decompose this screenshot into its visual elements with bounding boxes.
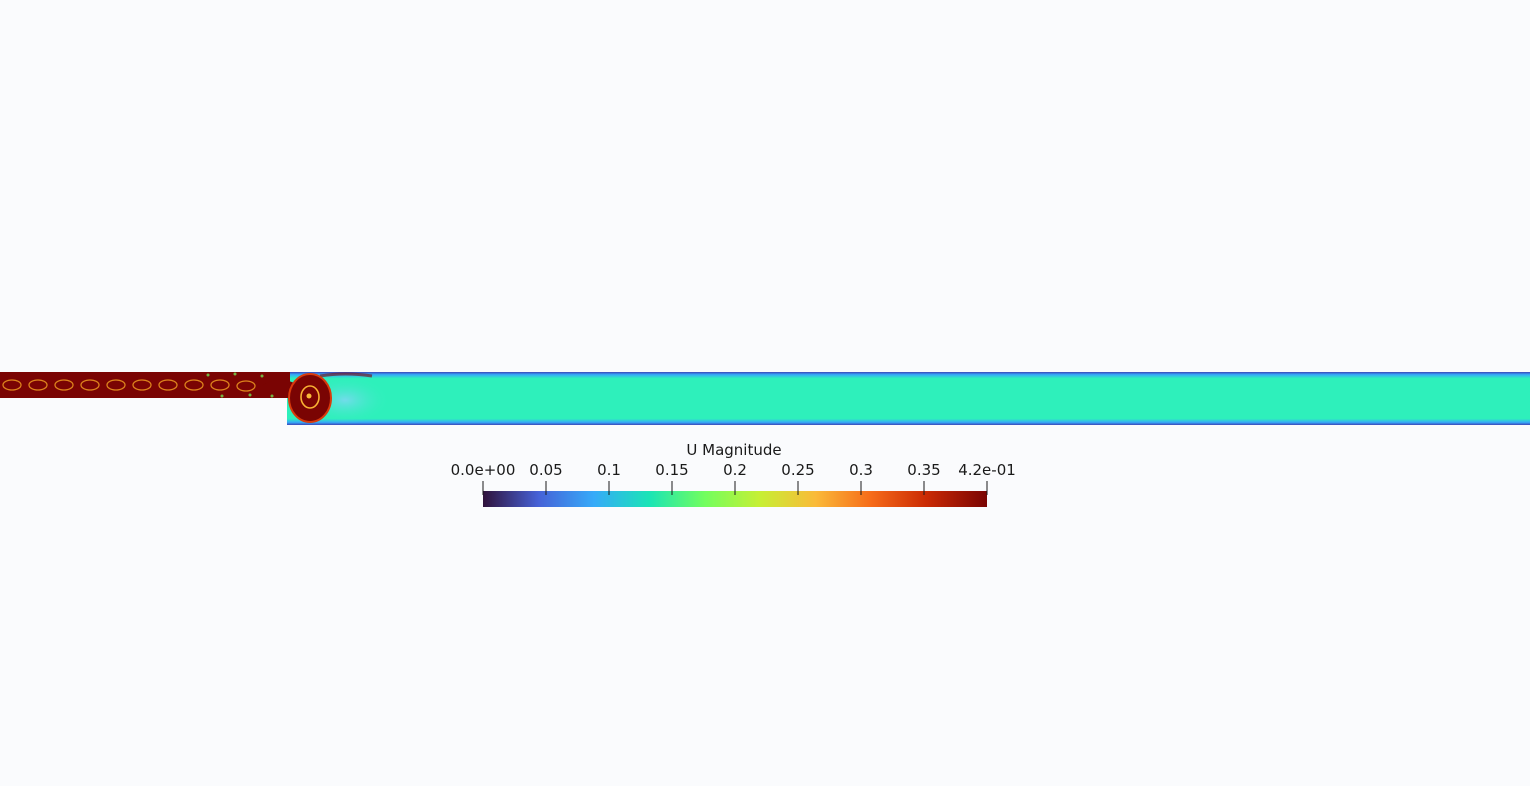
scalar-bar-tick-label: 0.0e+00 xyxy=(451,461,516,479)
scalar-bar-tick-label: 0.35 xyxy=(907,461,940,479)
scalar-bar-tick-label: 0.05 xyxy=(529,461,562,479)
scalar-bar-tick-label: 0.15 xyxy=(655,461,688,479)
scalar-bar-tick-label: 0.3 xyxy=(849,461,873,479)
scalar-bar-tick-label: 0.1 xyxy=(597,461,621,479)
scalar-bar-tick-label: 0.2 xyxy=(723,461,747,479)
scalar-bar-tick-label: 4.2e-01 xyxy=(958,461,1016,479)
scalar-bar-tick-label: 0.25 xyxy=(781,461,814,479)
